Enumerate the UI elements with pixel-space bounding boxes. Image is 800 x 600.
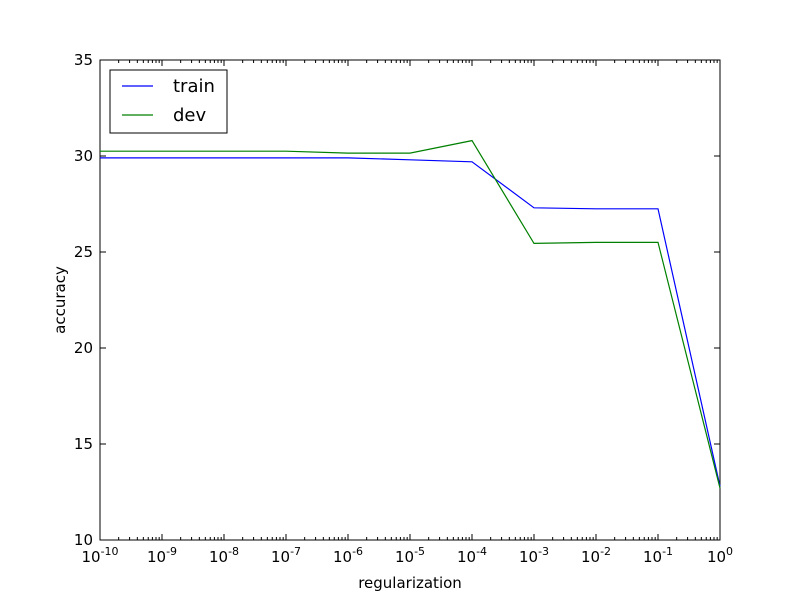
- x-tick-label: 100: [707, 545, 733, 566]
- y-tick-label: 20: [74, 339, 93, 357]
- x-tick-label: 10-6: [333, 545, 363, 566]
- y-tick-label: 30: [74, 147, 93, 165]
- x-axis-title: regularization: [358, 574, 462, 592]
- x-tick-label: 10-3: [519, 545, 549, 566]
- y-tick-label: 35: [74, 51, 93, 69]
- x-tick-label: 10-8: [209, 545, 239, 566]
- plot-frame: [99, 59, 721, 541]
- x-tick-label: 10-9: [147, 545, 177, 566]
- series-line-dev: [100, 139, 721, 489]
- legend-label-train: train: [173, 76, 215, 97]
- x-tick-label: 10-7: [271, 545, 301, 566]
- legend: train dev: [109, 69, 228, 134]
- y-tick-label: 10: [74, 531, 93, 549]
- legend-box: [109, 69, 228, 134]
- x-tick-label: 10-10: [81, 545, 118, 566]
- y-tick-label: 25: [74, 243, 93, 261]
- x-tick-label: 10-4: [457, 545, 487, 566]
- series-line-train: [100, 157, 721, 487]
- x-tick-label: 10-2: [581, 545, 611, 566]
- y-axis-title: accuracy: [51, 266, 69, 334]
- x-tick-label: 10-5: [395, 545, 425, 566]
- legend-label-dev: dev: [173, 105, 207, 126]
- x-tick-label: 10-1: [643, 545, 673, 566]
- y-tick-label: 15: [74, 435, 93, 453]
